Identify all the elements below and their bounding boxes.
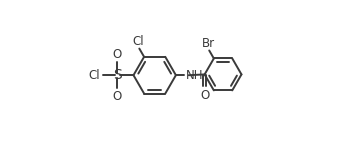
Text: NH: NH	[185, 69, 203, 82]
Text: S: S	[113, 68, 122, 82]
Text: O: O	[200, 89, 210, 102]
Text: Cl: Cl	[133, 35, 144, 48]
Text: O: O	[113, 90, 122, 103]
Text: Br: Br	[202, 37, 215, 50]
Text: Cl: Cl	[89, 69, 100, 82]
Text: O: O	[113, 48, 122, 61]
